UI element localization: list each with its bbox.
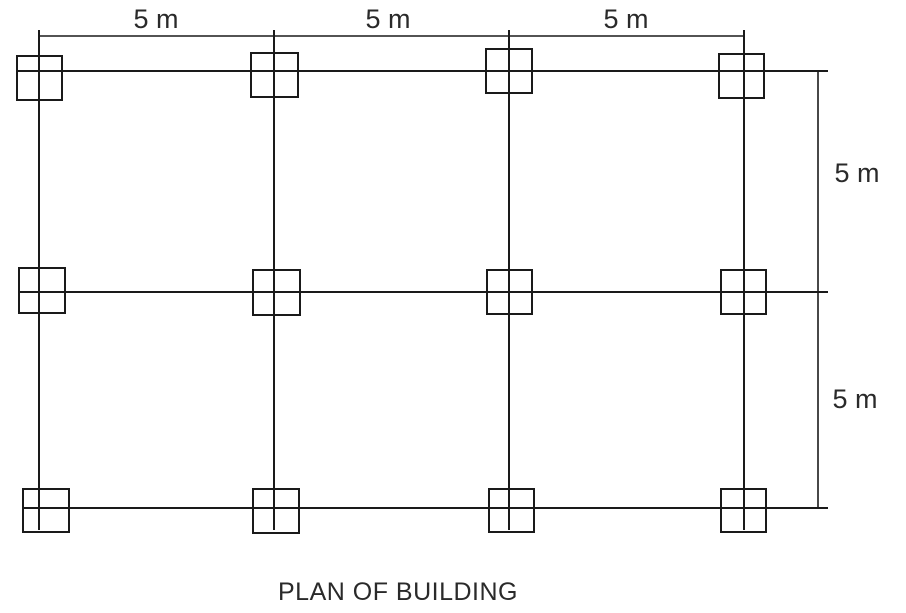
column (252, 488, 300, 534)
top-dimension-label-1: 5 m (133, 4, 178, 34)
right-dimension-label-2: 5 m (832, 384, 877, 414)
grid-beams (18, 30, 828, 530)
columns (16, 48, 767, 534)
top-dimension-label-2: 5 m (365, 4, 410, 34)
column (18, 267, 66, 314)
top-dimension-label-3: 5 m (603, 4, 648, 34)
diagram-title: PLAN OF BUILDING (278, 578, 518, 606)
column (485, 48, 533, 94)
column (720, 269, 767, 315)
column (22, 488, 70, 533)
column (486, 269, 533, 315)
right-dimension-label-1: 5 m (834, 158, 879, 188)
column (488, 488, 535, 533)
column (252, 269, 301, 316)
column (250, 52, 299, 98)
top-dimension-lines (38, 30, 745, 42)
right-dimension-lines (812, 70, 828, 509)
column (718, 53, 765, 99)
column (16, 55, 63, 101)
column (720, 488, 767, 533)
